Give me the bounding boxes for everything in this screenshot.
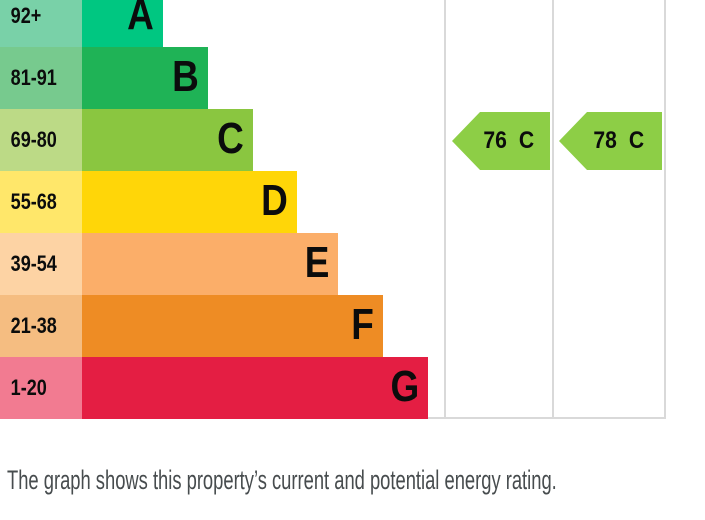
band-row-b: 81-91 B: [0, 47, 430, 109]
band-row-g: 1-20 G: [0, 357, 430, 419]
band-row-a: 92+ A: [0, 0, 430, 47]
band-row-c: 69-80 C: [0, 109, 430, 171]
band-row-d: 55-68 D: [0, 171, 430, 233]
band-bar-f: F: [82, 295, 383, 357]
potential-rating-arrow: 78 C: [559, 112, 662, 170]
band-range-text: 21-38: [10, 313, 57, 338]
band-range-label-c: 69-80: [0, 109, 82, 171]
potential-column-left-border: [552, 0, 554, 419]
band-row-f: 21-38 F: [0, 295, 430, 357]
chart-caption: The graph shows this property’s current …: [7, 465, 557, 495]
rating-bands-viewport: 92+ A 81-91 B 69-80 C 55-68 D 39-54 E 21-38 F 1-20 G: [0, 0, 430, 419]
band-bar-d: D: [82, 171, 297, 233]
band-row-e: 39-54 E: [0, 233, 430, 295]
current-rating-value: 76 C: [483, 127, 535, 154]
band-bar-g: G: [82, 357, 428, 419]
band-range-text: 69-80: [10, 127, 57, 152]
band-bar-e: E: [82, 233, 338, 295]
band-bar-a: A: [82, 0, 163, 47]
band-range-label-e: 39-54: [0, 233, 82, 295]
energy-rating-chart: 92+ A 81-91 B 69-80 C 55-68 D 39-54 E 21-38 F 1-20 G …: [0, 0, 666, 419]
current-column-left-border: [444, 0, 446, 419]
potential-column-right-border: [664, 0, 666, 419]
band-range-label-g: 1-20: [0, 357, 82, 419]
band-letter: C: [217, 114, 244, 164]
rating-bands: 92+ A 81-91 B 69-80 C 55-68 D 39-54 E 21-38 F 1-20 G: [0, 0, 430, 419]
band-range-label-d: 55-68: [0, 171, 82, 233]
band-letter: F: [351, 300, 374, 350]
band-range-text: 39-54: [10, 251, 57, 276]
band-range-text: 92+: [10, 3, 42, 28]
band-letter: G: [390, 362, 419, 412]
band-range-label-f: 21-38: [0, 295, 82, 357]
band-letter: D: [261, 176, 288, 226]
band-range-text: 81-91: [10, 65, 57, 90]
band-letter: B: [172, 52, 199, 102]
band-range-text: 55-68: [10, 189, 57, 214]
potential-rating-value: 78 C: [593, 127, 644, 154]
current-rating-arrow: 76 C: [452, 112, 550, 170]
band-range-label-a: 92+: [0, 0, 82, 47]
band-range-text: 1-20: [10, 375, 47, 400]
chart-bottom-border: [428, 417, 666, 419]
band-bar-b: B: [82, 47, 208, 109]
band-letter: A: [127, 0, 154, 40]
band-bar-c: C: [82, 109, 253, 171]
band-letter: E: [304, 238, 329, 288]
band-range-label-b: 81-91: [0, 47, 82, 109]
